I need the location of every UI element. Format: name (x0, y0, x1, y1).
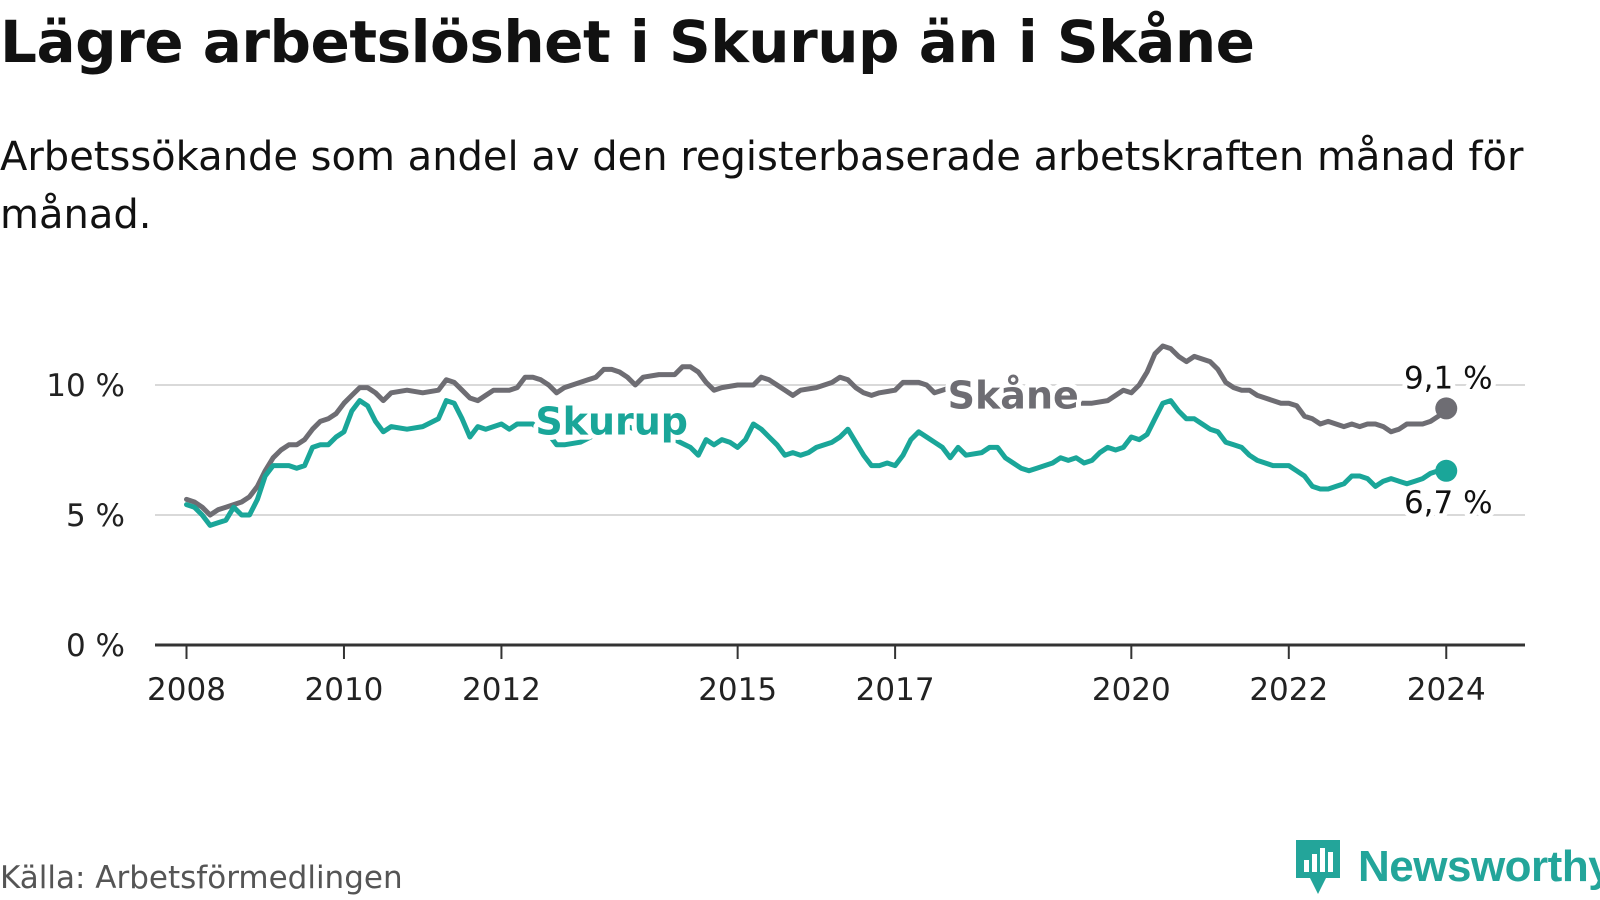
x-tick-label: 2008 (147, 672, 226, 708)
x-tick-label: 2015 (698, 672, 777, 708)
series-layer (184, 343, 1458, 528)
chart-subtitle: Arbetssökande som andel av den registerb… (0, 134, 1524, 238)
x-tick-label: 2024 (1407, 672, 1486, 708)
grid-layer (155, 384, 1525, 516)
brand: Newsworthy (1292, 838, 1600, 896)
x-tick-label: 2022 (1249, 672, 1328, 708)
axis-layer: 0 % 5 % 10 % 2008 2010 2012 2015 2017 2020 2022 20… (46, 368, 1525, 708)
brand-name: Newsworthy (1358, 842, 1600, 891)
line-chart: 0 % 5 % 10 % 2008 2010 2012 2015 2017 2020 2022 20… (46, 343, 1525, 708)
series-name-label-skurup: Skurup (535, 399, 688, 443)
newsworthy-logo-icon (1296, 840, 1340, 894)
x-tick-label: 2020 (1092, 672, 1171, 708)
series-line-skurup (184, 398, 1449, 528)
end-point-skne (1435, 397, 1458, 420)
series-name-label-skne: Skåne (948, 373, 1079, 417)
x-tick-label: 2010 (305, 672, 384, 708)
y-tick-label: 5 % (66, 498, 125, 534)
series-line-skne (184, 343, 1449, 518)
x-tick-label: 2017 (856, 672, 935, 708)
y-tick-label: 0 % (66, 628, 125, 664)
chart-title: Lägre arbetslöshet i Skurup än i Skåne (0, 8, 1255, 76)
end-value-label-skne: 9,1 % (1404, 360, 1493, 396)
x-tick-label: 2012 (462, 672, 541, 708)
end-value-label-skurup: 6,7 % (1404, 485, 1493, 521)
end-point-skurup (1435, 459, 1458, 482)
y-tick-label: 10 % (46, 368, 125, 404)
source-note: Källa: Arbetsförmedlingen (0, 860, 403, 896)
label-layer: Skåne Skurup 9,1 % 6,7 % (530, 355, 1497, 525)
